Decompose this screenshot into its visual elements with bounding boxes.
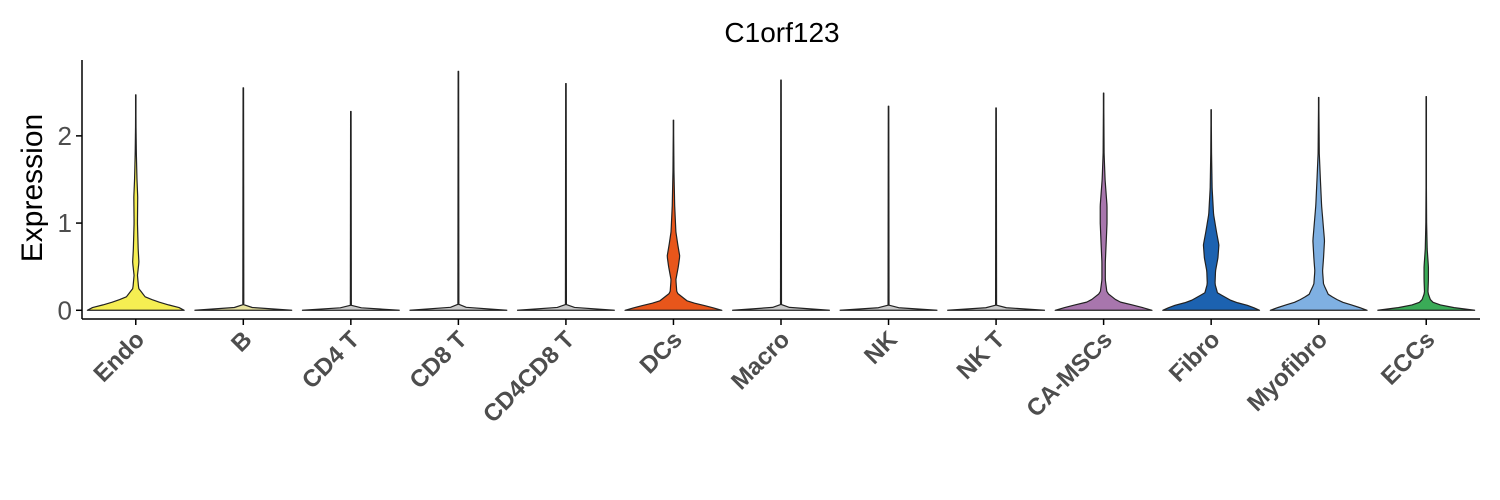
x-tick-label: Macro xyxy=(726,326,795,395)
x-tick-label: Endo xyxy=(89,326,151,388)
violin-cd8-t xyxy=(409,70,508,311)
x-tick-label: NK T xyxy=(952,326,1011,385)
x-tick-label: CD4CD8 T xyxy=(478,326,580,428)
x-tick-label: CD4 T xyxy=(297,326,365,394)
violin-dcs xyxy=(624,119,723,311)
x-tick-label: CD8 T xyxy=(405,326,473,394)
chart-title: C1orf123 xyxy=(724,17,839,48)
x-tick-label: ECCs xyxy=(1376,326,1440,390)
violins-group xyxy=(86,70,1476,311)
x-tick-label: DCs xyxy=(635,326,688,379)
violin-cd4-t xyxy=(301,110,400,311)
y-ticks-group: 0 1 2 xyxy=(58,121,82,325)
violin-nk-t xyxy=(947,107,1046,311)
violin-cd4cd8-t xyxy=(516,82,615,311)
y-tick-label: 0 xyxy=(58,295,72,325)
violin-nk xyxy=(839,105,938,311)
violin-myofibro xyxy=(1269,96,1368,311)
y-tick-label: 2 xyxy=(58,121,72,151)
violin-ca-mscs xyxy=(1054,92,1153,311)
x-ticks-group: Endo B CD4 T CD8 T CD4CD8 T DCs Macro NK NK T CA-… xyxy=(89,319,1440,428)
violin-b xyxy=(194,87,293,311)
x-tick-label: Fibro xyxy=(1164,326,1226,388)
x-tick-label: CA-MSCs xyxy=(1021,326,1117,422)
y-axis-label: Expression xyxy=(16,114,49,262)
violin-eccs xyxy=(1377,96,1476,311)
violin-endo xyxy=(86,94,185,311)
violin-macro xyxy=(732,79,830,311)
x-tick-label: Myofibro xyxy=(1242,326,1333,417)
y-tick-label: 1 xyxy=(58,208,72,238)
violin-fibro xyxy=(1162,109,1261,311)
x-tick-label: B xyxy=(226,326,257,357)
x-tick-label: NK xyxy=(859,326,903,370)
